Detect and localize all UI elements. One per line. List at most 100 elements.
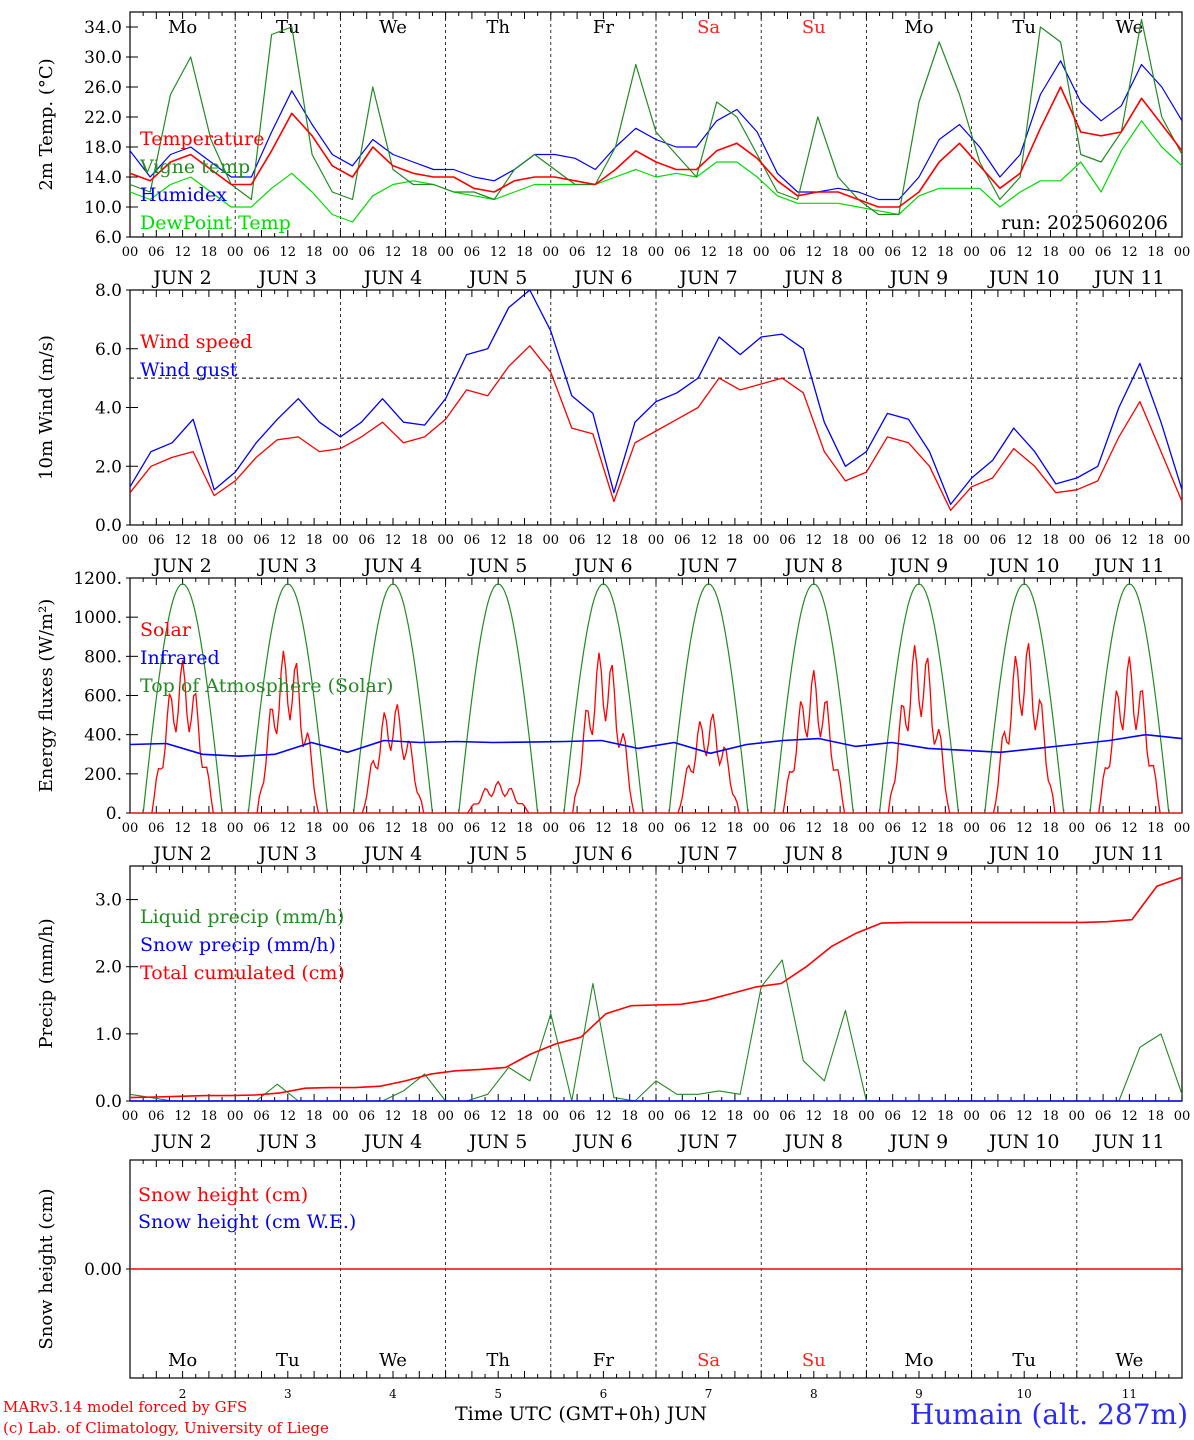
series-line-solar (887, 645, 951, 814)
hour-label: 12 (595, 1109, 612, 1124)
series-line-toa (563, 583, 644, 814)
hour-label: 12 (280, 245, 297, 260)
hour-label: 00 (122, 1109, 139, 1124)
hour-label: 06 (253, 821, 270, 836)
date-label: JUN 5 (467, 267, 527, 289)
series-line-vigne (129, 18, 1183, 216)
y-tick-label: 0. (106, 804, 122, 824)
hour-label: 06 (779, 533, 796, 548)
hour-label: 06 (990, 821, 1007, 836)
hour-label: 06 (990, 245, 1007, 260)
series-line-solar (572, 652, 635, 814)
hour-label: 12 (174, 1109, 191, 1124)
date-label: JUN 6 (572, 267, 632, 289)
panel-temperature: 6.0 10.0 14.0 18.0 22.0 26.0 30.0 34.0 2m Temp. … (36, 11, 1190, 289)
date-label: JUN 3 (257, 555, 317, 577)
hour-label: 12 (490, 821, 507, 836)
hour-label: 00 (227, 533, 244, 548)
hour-label: 06 (358, 1109, 375, 1124)
day-name: Mo (904, 17, 933, 38)
date-label: JUN 2 (151, 1131, 211, 1153)
legend-entry: Snow height (cm) (138, 1184, 308, 1206)
day-name: We (1116, 1350, 1144, 1371)
hour-label: 06 (674, 533, 691, 548)
series-line-toa (878, 583, 960, 814)
hour-label: 12 (911, 1109, 928, 1124)
date-label: JUN 7 (677, 843, 737, 865)
date-label: JUN 11 (1092, 843, 1164, 865)
hour-label: 18 (937, 1109, 954, 1124)
date-label: JUN 9 (888, 267, 948, 289)
y-tick-label: 14.0 (84, 168, 122, 188)
hour-label: 00 (1069, 245, 1086, 260)
legend-entry: Snow height (cm W.E.) (138, 1211, 356, 1233)
hour-label: 18 (1042, 1109, 1059, 1124)
day-name: Tu (1012, 17, 1036, 38)
hour-label: 12 (280, 533, 297, 548)
hour-label: 12 (700, 821, 717, 836)
y-axis-label: 10m Wind (m/s) (36, 335, 57, 480)
hour-label: 06 (569, 1109, 586, 1124)
hour-label: 18 (937, 533, 954, 548)
series-line-toa (353, 583, 433, 814)
hour-label: 00 (1174, 1109, 1191, 1124)
y-tick-label: 6.0 (95, 228, 122, 248)
date-number: 11 (1122, 1387, 1137, 1401)
hour-label: 06 (358, 245, 375, 260)
hour-label: 12 (490, 533, 507, 548)
date-label: JUN 7 (677, 1131, 737, 1153)
series-line-toa (773, 583, 854, 814)
date-number: 3 (284, 1387, 292, 1401)
hour-label: 06 (674, 821, 691, 836)
hour-label: 12 (806, 1109, 823, 1124)
hour-label: 00 (227, 245, 244, 260)
hour-label: 12 (385, 1109, 402, 1124)
hour-label: 06 (464, 245, 481, 260)
hour-label: 18 (621, 821, 638, 836)
date-label: JUN 3 (257, 1131, 317, 1153)
hour-label: 12 (1121, 533, 1138, 548)
lab-credit: (c) Lab. of Climatology, University of L… (3, 1419, 329, 1437)
series-line-temperature (129, 86, 1183, 208)
day-name: Mo (904, 1350, 933, 1371)
hour-label: 12 (1121, 245, 1138, 260)
hour-label: 06 (569, 245, 586, 260)
model-credit: MARv3.14 model forced by GFS (3, 1398, 248, 1416)
hour-label: 06 (464, 821, 481, 836)
hour-label: 06 (990, 533, 1007, 548)
legend-entry: Wind speed (140, 331, 252, 353)
y-tick-label: 6.0 (95, 340, 122, 360)
date-label: JUN 10 (987, 1131, 1059, 1153)
day-name: Th (486, 17, 510, 38)
series-line-solar (782, 670, 846, 814)
hour-label: 00 (648, 245, 665, 260)
y-tick-label: 8.0 (95, 281, 122, 301)
hour-label: 18 (201, 245, 218, 260)
hour-label: 00 (122, 821, 139, 836)
station-title: Humain (alt. 287m) (909, 1398, 1188, 1431)
hour-label: 00 (122, 533, 139, 548)
hour-label: 18 (1042, 533, 1059, 548)
hour-label: 12 (174, 821, 191, 836)
hour-label: 18 (516, 245, 533, 260)
hour-label: 06 (779, 245, 796, 260)
day-name: Fr (593, 17, 614, 38)
hour-label: 18 (1147, 533, 1164, 548)
hour-label: 12 (700, 533, 717, 548)
hour-label: 12 (806, 245, 823, 260)
hour-label: 18 (1147, 821, 1164, 836)
hour-label: 12 (806, 821, 823, 836)
hour-label: 00 (227, 1109, 244, 1124)
hour-label: 12 (1121, 1109, 1138, 1124)
y-tick-label: 1200. (73, 569, 122, 589)
date-number: 8 (810, 1387, 818, 1401)
date-number: 9 (915, 1387, 923, 1401)
hour-label: 18 (201, 1109, 218, 1124)
date-label: JUN 7 (677, 267, 737, 289)
hour-label: 00 (227, 821, 244, 836)
series-line-solar (151, 660, 214, 814)
hour-label: 00 (753, 245, 770, 260)
series-line-cumul (129, 876, 1183, 1099)
series-line-toa (247, 583, 328, 814)
y-tick-label: 3.0 (95, 891, 122, 911)
